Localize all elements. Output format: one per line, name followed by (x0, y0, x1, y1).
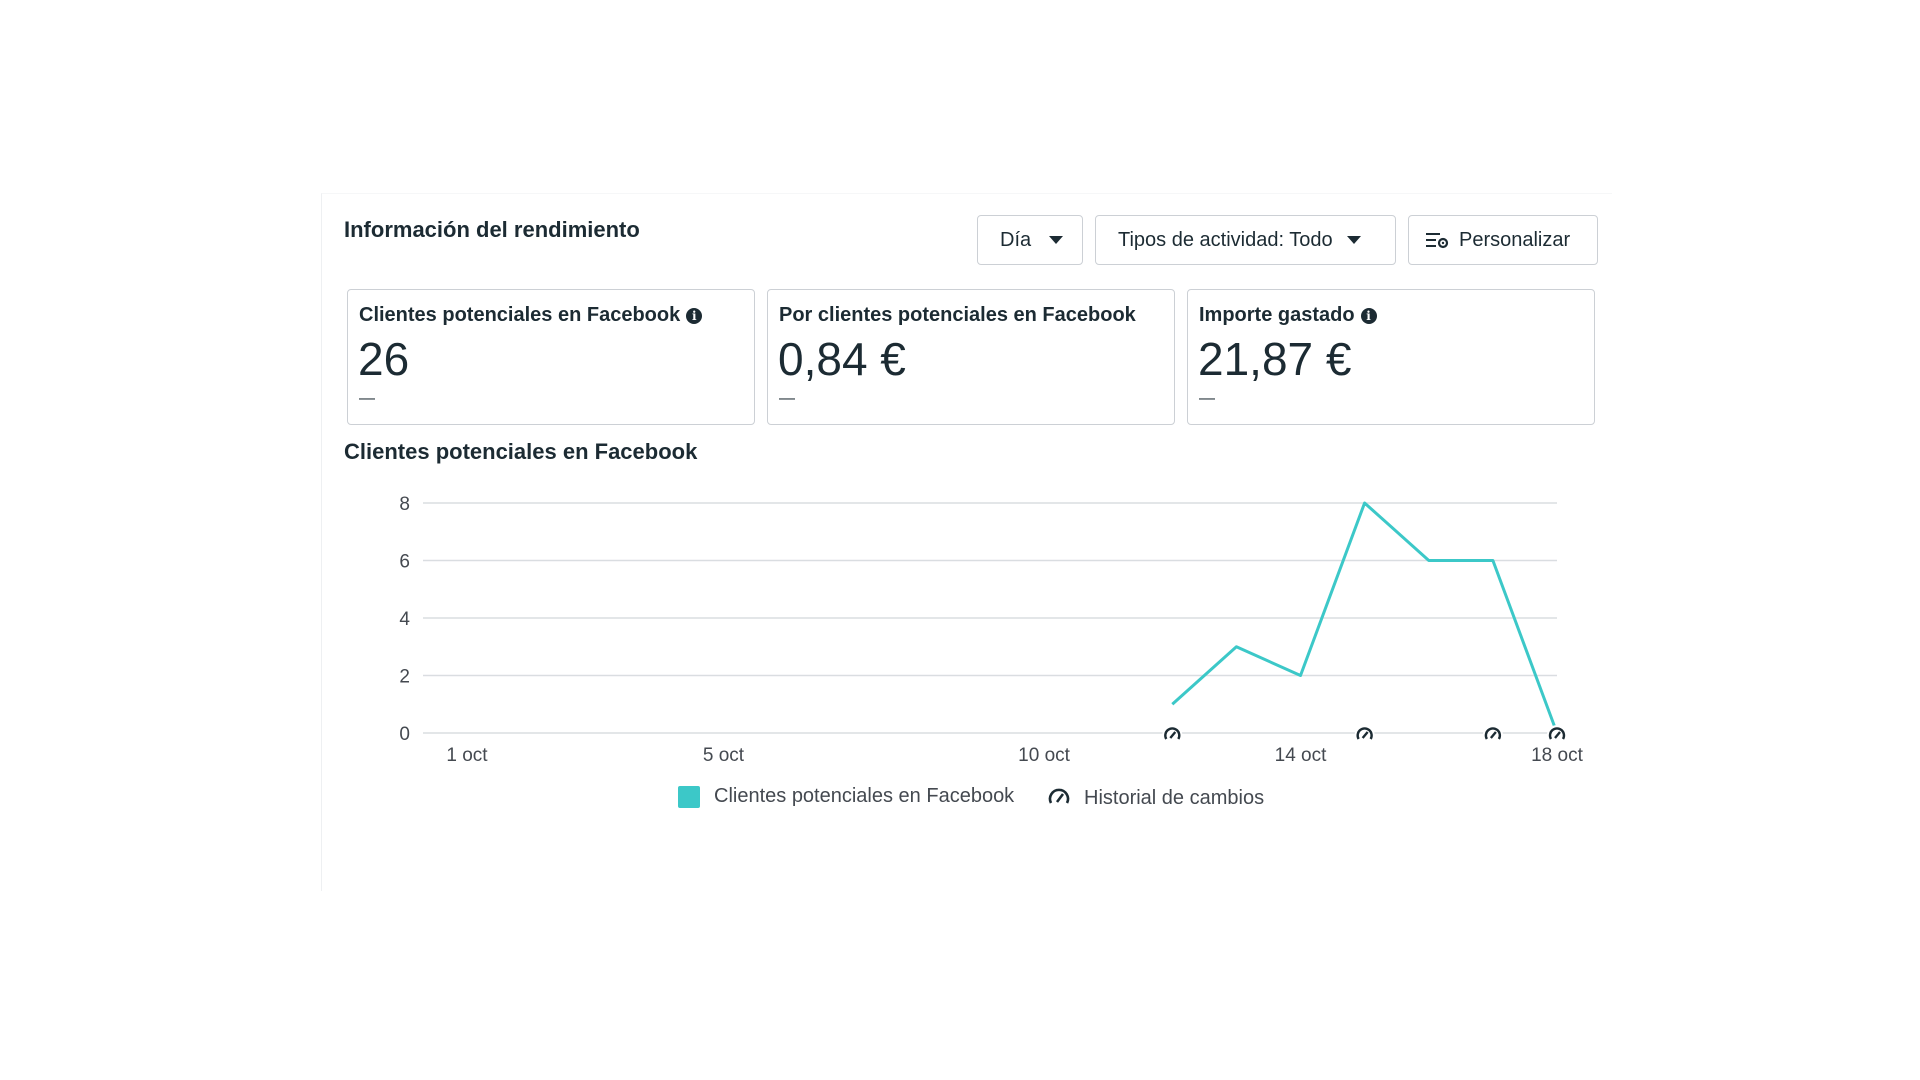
metric-card-leads[interactable]: Clientes potenciales en Facebook i 26 — (347, 289, 755, 425)
customize-button[interactable]: Personalizar (1408, 215, 1598, 265)
series-line-leads (1171, 501, 1559, 734)
metric-label: Por clientes potenciales en Facebook (779, 304, 1136, 327)
metric-label-text: Clientes potenciales en Facebook (359, 304, 681, 326)
x-tick-label: 14 oct (1275, 745, 1327, 766)
y-tick-label: 4 (399, 609, 410, 630)
y-tick-label: 8 (399, 494, 410, 515)
change-history-marker[interactable] (1547, 725, 1567, 745)
info-icon[interactable]: i (686, 307, 703, 324)
metric-label-text: Por clientes potenciales en Facebook (779, 304, 1136, 326)
x-tick-label: 1 oct (446, 745, 488, 766)
customize-label: Personalizar (1459, 228, 1571, 251)
change-history-marker[interactable] (1354, 725, 1375, 745)
info-icon[interactable]: i (1360, 307, 1377, 324)
legend-item-history[interactable]: Historial de cambios (1046, 785, 1264, 811)
caret-down-icon (1346, 236, 1361, 244)
metric-comparison: — (779, 390, 795, 407)
legend-label: Historial de cambios (1084, 786, 1265, 809)
metric-card-cost-per-lead[interactable]: Por clientes potenciales en Facebook 0,8… (767, 289, 1175, 425)
y-tick-label: 2 (399, 667, 410, 688)
legend-swatch (678, 785, 700, 808)
change-history-icon (1048, 788, 1070, 804)
metric-value: 21,87 € (1198, 333, 1352, 385)
metric-card-amount-spent[interactable]: Importe gastado i 21,87 € — (1187, 289, 1595, 425)
activity-type-dropdown[interactable]: Tipos de actividad: Todo (1095, 215, 1396, 265)
day-dropdown[interactable]: Día (977, 215, 1083, 265)
legend-label: Clientes potenciales en Facebook (714, 785, 1015, 807)
metric-value: 26 (358, 333, 410, 385)
y-tick-label: 0 (399, 724, 410, 745)
metric-value: 0,84 € (778, 333, 906, 385)
caret-down-icon (1049, 236, 1064, 244)
metric-label-text: Importe gastado (1199, 304, 1355, 326)
change-history-marker[interactable] (1482, 725, 1503, 745)
x-tick-label: 5 oct (703, 745, 745, 766)
x-tick-label: 18 oct (1531, 745, 1583, 766)
x-tick-label: 10 oct (1018, 745, 1070, 766)
activity-type-label: Tipos de actividad: Todo (1118, 228, 1333, 251)
metric-label: Importe gastado i (1199, 304, 1377, 327)
legend-item-leads[interactable]: Clientes potenciales en Facebook (678, 785, 1014, 808)
section-title: Información del rendimiento (344, 217, 640, 242)
performance-panel (321, 193, 1612, 891)
change-history-marker[interactable] (1162, 725, 1183, 745)
y-tick-label: 6 (399, 552, 410, 573)
metric-comparison: — (1199, 390, 1215, 407)
chart-title: Clientes potenciales en Facebook (344, 439, 698, 464)
metric-comparison: — (359, 390, 375, 407)
day-dropdown-label: Día (1000, 228, 1032, 251)
customize-icon (1426, 233, 1449, 249)
metric-label: Clientes potenciales en Facebook i (359, 304, 703, 327)
